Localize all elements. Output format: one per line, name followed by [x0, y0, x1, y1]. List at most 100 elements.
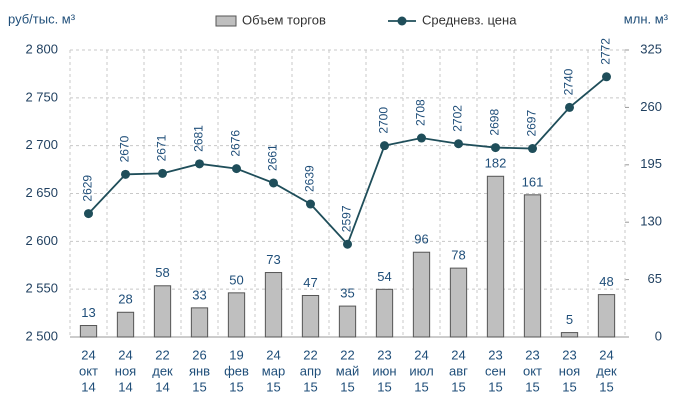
price-marker [343, 239, 352, 249]
price-marker [306, 199, 315, 209]
price-value-label: 2639 [303, 165, 317, 192]
x-tick-label: фев [224, 363, 249, 378]
bar [116, 311, 135, 338]
x-tick-label: июн [372, 363, 396, 378]
price-marker [232, 164, 241, 174]
bar-value-label: 182 [485, 156, 507, 171]
bar-value-label: 33 [192, 287, 206, 302]
x-tick-label: июл [409, 363, 433, 378]
x-tick-label: 23 [488, 347, 502, 362]
x-tick-label: 15 [599, 379, 613, 394]
x-tick-label: 15 [192, 379, 206, 394]
price-marker [528, 144, 537, 154]
x-tick-label: 15 [303, 379, 317, 394]
x-tick-label: апр [300, 363, 322, 378]
price-value-label: 2697 [525, 110, 539, 137]
y2-axis-label: млн. м³ [624, 11, 669, 26]
bar-value-label: 28 [118, 292, 132, 307]
bar [449, 267, 468, 338]
bar [486, 175, 505, 338]
x-tick-label: 15 [451, 379, 465, 394]
legend-marker-icon [397, 16, 407, 26]
x-tick-label: 24 [266, 347, 280, 362]
x-tick-label: май [336, 363, 359, 378]
price-marker [454, 139, 463, 149]
y-tick-label: 2 550 [25, 281, 58, 296]
bar-value-label: 73 [266, 252, 280, 267]
y2-tick-label: 260 [640, 99, 662, 114]
legend-label: Средневз. цена [422, 12, 517, 27]
bar [375, 288, 394, 338]
price-marker [565, 102, 574, 112]
price-value-label: 2700 [377, 107, 391, 134]
x-tick-label: 22 [155, 347, 169, 362]
x-tick-label: 22 [303, 347, 317, 362]
x-tick-label: 19 [229, 347, 243, 362]
bar-value-label: 35 [340, 286, 354, 301]
x-tick-label: 15 [266, 379, 280, 394]
bar-value-label: 48 [599, 274, 613, 289]
x-tick-label: 15 [414, 379, 428, 394]
y2-tick-label: 0 [655, 328, 662, 343]
bar [190, 307, 209, 338]
x-tick-label: 24 [81, 347, 95, 362]
x-tick-label: 14 [81, 379, 95, 394]
y-tick-label: 2 800 [25, 41, 58, 56]
x-tick-label: 24 [599, 347, 613, 362]
price-value-label: 2597 [340, 205, 354, 232]
bar-value-label: 78 [451, 248, 465, 263]
x-tick-label: мар [262, 363, 285, 378]
y-tick-label: 2 750 [25, 89, 58, 104]
x-tick-label: 15 [562, 379, 576, 394]
x-tick-label: 14 [118, 379, 132, 394]
x-tick-label: дек [596, 363, 617, 378]
price-value-label: 2698 [488, 109, 502, 136]
bar-value-label: 54 [377, 269, 391, 284]
price-value-label: 2629 [81, 175, 95, 202]
bar [597, 294, 616, 338]
y2-tick-label: 130 [640, 214, 662, 229]
bar-value-label: 13 [81, 305, 95, 320]
price-value-label: 2772 [599, 38, 613, 65]
bar [301, 294, 320, 338]
price-value-label: 2661 [266, 144, 280, 171]
bar-value-label: 96 [414, 232, 428, 247]
bar-value-label: 5 [566, 312, 573, 327]
legend-label: Объем торгов [242, 12, 326, 27]
x-tick-label: ноя [559, 363, 580, 378]
x-tick-label: 15 [340, 379, 354, 394]
bar-value-label: 161 [522, 174, 544, 189]
price-marker [121, 169, 130, 179]
bar [412, 251, 431, 338]
x-tick-label: 22 [340, 347, 354, 362]
y2-tick-label: 325 [640, 41, 662, 56]
x-tick-label: 15 [525, 379, 539, 394]
x-tick-label: 24 [451, 347, 465, 362]
x-tick-label: 23 [377, 347, 391, 362]
x-tick-label: окт [79, 363, 98, 378]
legend-bar-icon [215, 15, 237, 27]
bar [560, 332, 579, 338]
price-value-label: 2702 [451, 105, 465, 132]
bar [227, 292, 246, 338]
y-tick-label: 2 500 [25, 328, 58, 343]
x-tick-label: окт [523, 363, 542, 378]
x-tick-label: 24 [118, 347, 132, 362]
x-tick-label: ноя [115, 363, 136, 378]
x-tick-label: янв [189, 363, 210, 378]
x-tick-label: 23 [562, 347, 576, 362]
price-marker [269, 178, 278, 188]
price-marker [491, 143, 500, 153]
x-tick-label: 14 [155, 379, 169, 394]
x-tick-label: 26 [192, 347, 206, 362]
x-tick-label: 15 [377, 379, 391, 394]
x-tick-label: 23 [525, 347, 539, 362]
bar [523, 194, 542, 338]
bar [79, 325, 98, 338]
x-tick-label: 15 [229, 379, 243, 394]
price-marker [158, 168, 167, 178]
x-tick-label: авг [449, 363, 468, 378]
price-value-label: 2681 [192, 125, 206, 152]
y-tick-label: 2 600 [25, 233, 58, 248]
